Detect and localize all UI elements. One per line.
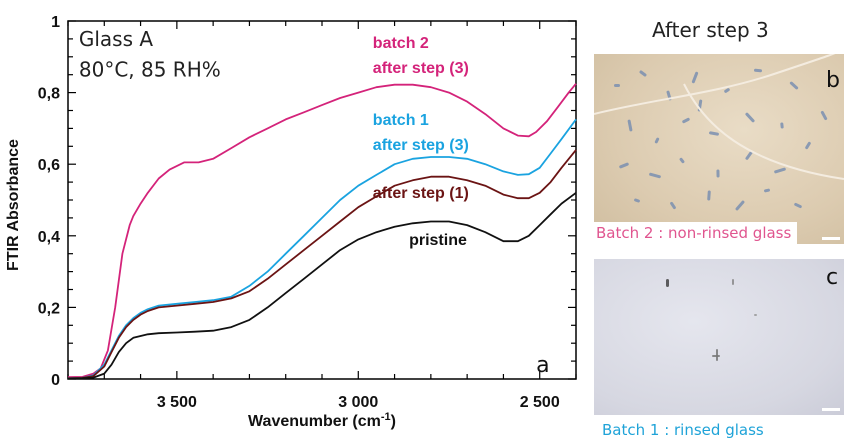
series-line-0 xyxy=(67,83,577,379)
x-tick-label: 3 000 xyxy=(338,394,378,411)
y-axis-label: FTIR Absorbance xyxy=(5,139,22,271)
annotation-4: batch 1 xyxy=(373,112,429,129)
caption-strip: Batch 1 : rinsed glass xyxy=(594,415,844,442)
panel-letter-b: b xyxy=(826,68,840,93)
ftir-chart: 3 500 3 000 2 500 0 0,2 0,4 0,6 0,8 1 Glass A 80°… xyxy=(5,14,577,430)
photo-panel-title: After step 3 xyxy=(652,18,769,42)
panel-letter-c: c xyxy=(826,265,839,290)
annotation-7: pristine xyxy=(409,232,467,249)
annotation-0: Glass A xyxy=(79,27,154,51)
scale-bar xyxy=(822,408,840,411)
scale-bar xyxy=(822,237,840,240)
y-tick-label: 0,4 xyxy=(38,229,60,246)
series-line-1 xyxy=(67,118,577,380)
y-tick-label: 0,2 xyxy=(38,300,60,317)
caption-rinsed: Batch 1 : rinsed glass xyxy=(602,421,764,439)
x-tick-label: 3 500 xyxy=(157,394,197,411)
annotation-8: a xyxy=(536,353,549,378)
x-tick-label: 2 500 xyxy=(520,394,560,411)
caption-non-rinsed: Batch 2 : non-rinsed glass xyxy=(594,222,798,244)
micrograph-rinsed: c xyxy=(594,259,844,415)
y-tick-label: 1 xyxy=(51,14,60,31)
series-line-2 xyxy=(67,149,577,380)
micrograph-non-rinsed: b Batch 2 : non-rinsed glass xyxy=(594,54,844,244)
annotation-1: 80°C, 85 RH% xyxy=(79,57,221,81)
series-line-3 xyxy=(67,192,577,380)
crystal-deposit xyxy=(614,84,620,87)
y-tick-label: 0,6 xyxy=(38,157,60,174)
annotation-3: after step (3) xyxy=(373,60,469,77)
annotation-6: after step (1) xyxy=(373,185,469,202)
crack-lines xyxy=(594,54,844,180)
y-tick-label: 0 xyxy=(51,372,60,389)
x-axis-label: Wavenumber (cm-1) xyxy=(248,411,396,430)
y-tick-label: 0,8 xyxy=(38,86,60,103)
annotation-5: after step (3) xyxy=(373,137,469,154)
annotation-2: batch 2 xyxy=(373,35,429,52)
